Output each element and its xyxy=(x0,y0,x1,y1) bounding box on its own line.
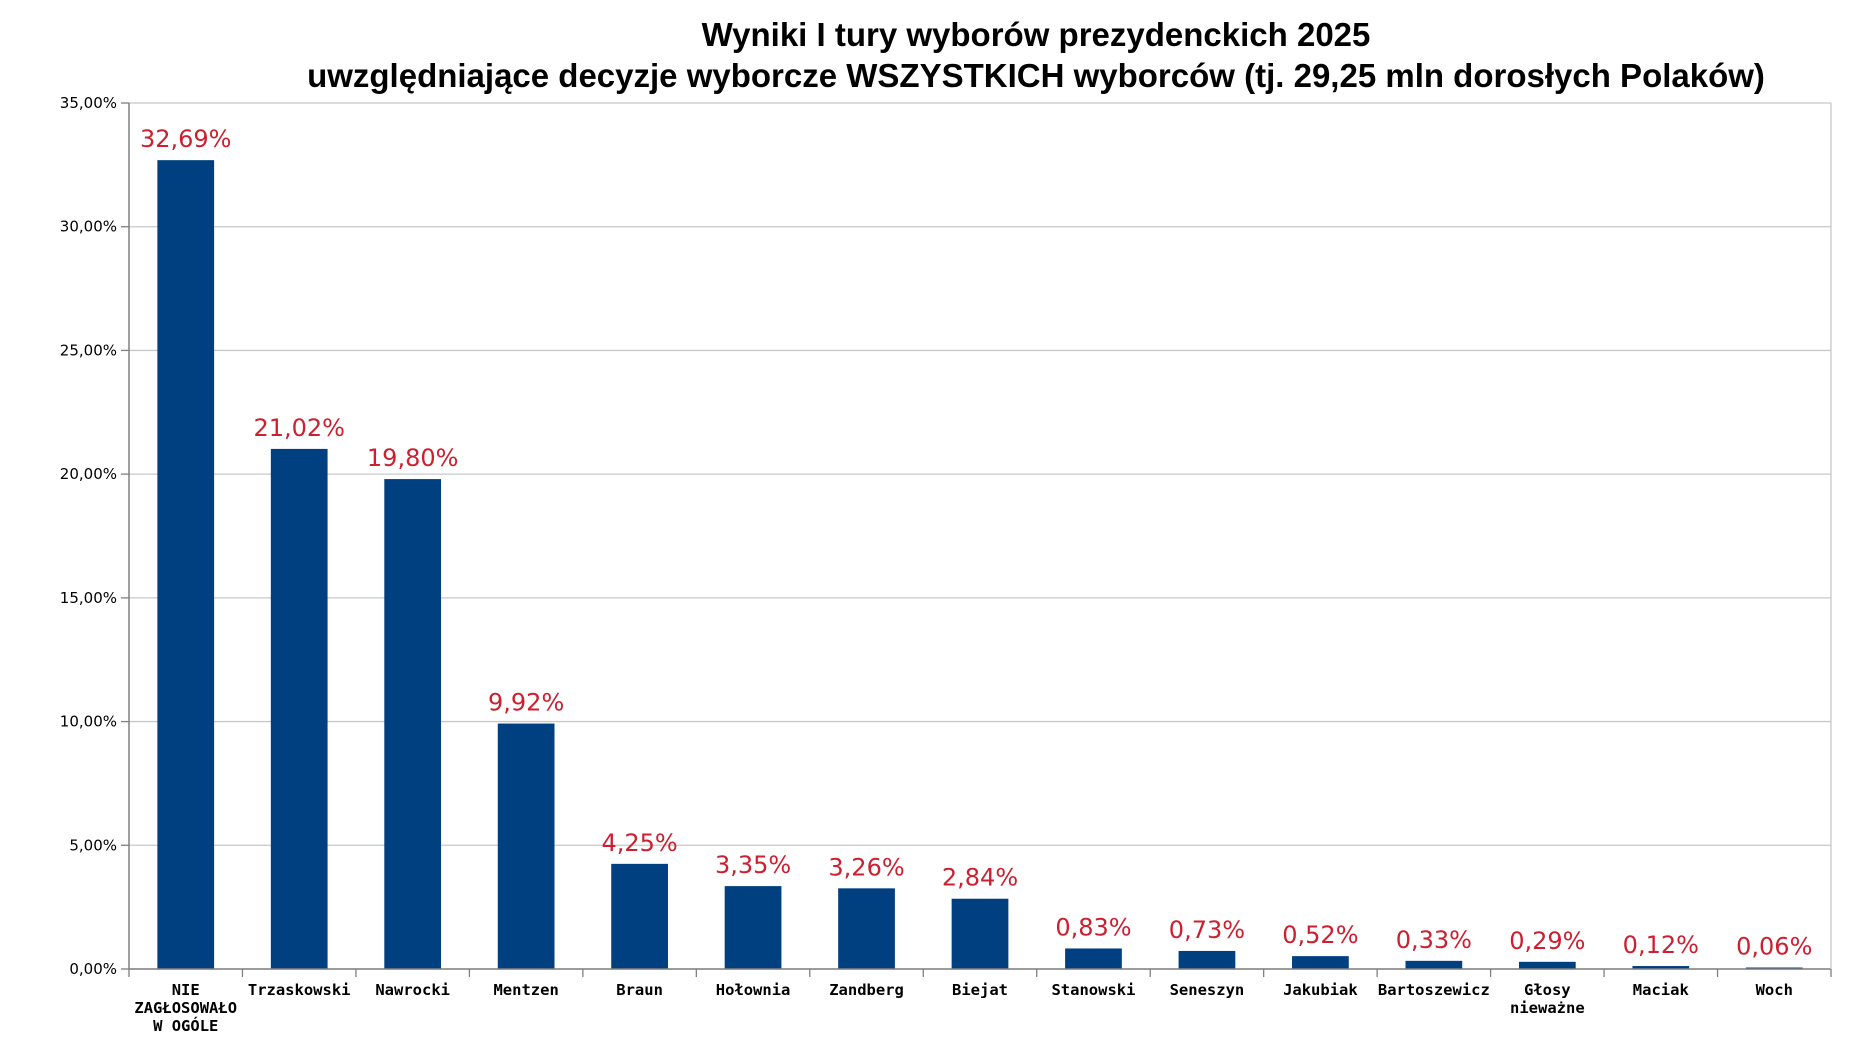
x-category-label-line: Bartoszewicz xyxy=(1378,981,1490,999)
x-category-label-line: ZAGŁOSOWAŁO xyxy=(134,999,237,1017)
x-category-label: Stanowski xyxy=(1051,981,1135,999)
x-category-label-line: Braun xyxy=(616,981,663,999)
data-label: 0,29% xyxy=(1509,927,1585,955)
x-category-label-line: NIE xyxy=(172,981,200,999)
data-label: 0,33% xyxy=(1396,926,1472,954)
data-label: 0,73% xyxy=(1169,916,1245,944)
data-label: 3,35% xyxy=(715,851,791,879)
x-category-label-line: Hołownia xyxy=(716,981,791,999)
x-category-label-line: Stanowski xyxy=(1051,981,1135,999)
data-labels: 32,69% 21,02% 19,80% 9,92% 4,25% 3,35% 3,26% 2,… xyxy=(140,125,1812,960)
data-label: 0,83% xyxy=(1055,913,1131,941)
x-category-label: Woch xyxy=(1756,981,1793,999)
bar xyxy=(611,863,668,969)
x-category-label-line: Woch xyxy=(1756,981,1793,999)
bar xyxy=(1178,950,1236,969)
bar xyxy=(724,886,782,969)
bar xyxy=(1518,961,1576,969)
x-category-label-line: Mentzen xyxy=(493,981,558,999)
x-category-label-line: Biejat xyxy=(952,981,1008,999)
x-category-label-line: nieważne xyxy=(1510,999,1585,1017)
data-label: 4,25% xyxy=(601,829,677,857)
axes xyxy=(128,103,1832,977)
bars xyxy=(157,160,1803,969)
x-category-label: Głosy nieważne xyxy=(1510,981,1585,1017)
bar xyxy=(1405,960,1463,969)
x-category-label: Biejat xyxy=(952,981,1008,999)
y-tick-label: 0,00% xyxy=(69,960,117,978)
data-label: 19,80% xyxy=(367,444,459,472)
x-category-label: Jakubiak xyxy=(1283,981,1358,999)
x-category-label: Zandberg xyxy=(829,981,904,999)
data-label: 32,69% xyxy=(140,125,232,153)
x-category-label: Hołownia xyxy=(716,981,791,999)
y-tick-label: 30,00% xyxy=(60,218,117,236)
bar xyxy=(1632,966,1690,969)
x-category-label: Seneszyn xyxy=(1170,981,1245,999)
chart-title-group: Wyniki I tury wyborów prezydenckich 2025… xyxy=(307,16,1765,94)
chart-title: Wyniki I tury wyborów prezydenckich 2025 xyxy=(702,16,1371,53)
data-label: 9,92% xyxy=(488,689,564,717)
bar xyxy=(497,723,555,969)
y-tick-label: 15,00% xyxy=(60,589,117,607)
x-category-label: Nawrocki xyxy=(375,981,450,999)
x-category-label-line: Nawrocki xyxy=(375,981,450,999)
x-category-label: Bartoszewicz xyxy=(1378,981,1490,999)
x-category-label-line: Zandberg xyxy=(829,981,904,999)
x-category-label-line: Maciak xyxy=(1633,981,1690,999)
data-label: 0,12% xyxy=(1623,931,1699,959)
bar xyxy=(1292,956,1349,969)
y-tick-label: 20,00% xyxy=(60,465,117,483)
bar xyxy=(270,448,328,969)
data-label: 0,52% xyxy=(1282,921,1358,949)
bar xyxy=(157,160,215,969)
x-category-label-line: Seneszyn xyxy=(1170,981,1245,999)
x-axis-categories: NIE ZAGŁOSOWAŁO W OGÓLE Trzaskowski Nawrocki… xyxy=(134,969,1793,1035)
x-category-label: Trzaskowski xyxy=(248,981,351,999)
x-category-label-line: Głosy xyxy=(1524,981,1571,999)
x-category-label-line: W OGÓLE xyxy=(153,1016,218,1035)
x-category-label: Braun xyxy=(616,981,663,999)
bar xyxy=(384,479,442,969)
y-tick-label: 10,00% xyxy=(60,713,117,731)
y-tick-label: 5,00% xyxy=(69,836,117,854)
x-category-label-line: Jakubiak xyxy=(1283,981,1358,999)
bar xyxy=(951,898,1009,969)
data-label: 2,84% xyxy=(942,864,1018,892)
y-tick-label: 35,00% xyxy=(60,94,117,112)
y-tick-label: 25,00% xyxy=(60,341,117,359)
x-category-label: NIE ZAGŁOSOWAŁO W OGÓLE xyxy=(134,981,237,1035)
data-label: 0,06% xyxy=(1736,933,1812,961)
data-label: 3,26% xyxy=(828,853,904,881)
x-category-label-line: Trzaskowski xyxy=(248,981,351,999)
data-label: 21,02% xyxy=(253,414,345,442)
x-category-label: Mentzen xyxy=(493,981,558,999)
bar xyxy=(1065,948,1122,969)
bar xyxy=(838,888,895,969)
x-category-label: Maciak xyxy=(1633,981,1690,999)
chart-subtitle: uwzględniające decyzje wyborcze WSZYSTKI… xyxy=(307,57,1765,94)
y-axis-ticks: 0,00% 5,00% 10,00% 15,00% 20,00% 25,00% 30,00%… xyxy=(60,94,129,978)
